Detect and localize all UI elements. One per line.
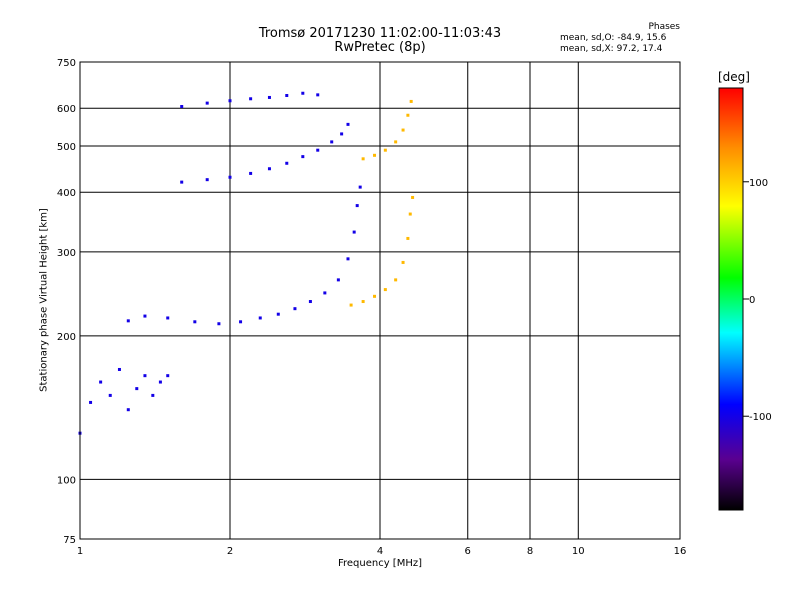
x-tick-label: 16: [674, 546, 687, 557]
y-tick-label: 500: [57, 142, 76, 153]
data-point: [166, 374, 170, 378]
x-tick-label: 4: [377, 546, 383, 557]
data-point: [346, 257, 350, 261]
data-point: [383, 148, 387, 152]
x-tick-label: 2: [227, 546, 233, 557]
phases-o-stats: mean, sd,O: -84.9, 15.6: [560, 33, 667, 43]
data-point: [89, 400, 93, 404]
data-point: [276, 312, 280, 316]
data-point: [383, 288, 387, 292]
colorbar: [718, 87, 744, 511]
data-point: [99, 380, 103, 384]
data-point: [316, 148, 320, 152]
data-point: [108, 393, 112, 397]
data-point: [361, 157, 365, 161]
y-tick-label: 300: [57, 248, 76, 259]
data-point: [409, 99, 413, 103]
data-point: [340, 132, 344, 136]
data-point: [151, 393, 155, 397]
data-point: [406, 236, 410, 240]
data-point: [352, 230, 356, 234]
data-point: [193, 320, 197, 324]
data-point: [293, 307, 297, 311]
data-point: [126, 408, 130, 412]
colorbar-tick-label: 0: [749, 295, 755, 306]
y-tick-label: 400: [57, 188, 76, 199]
x-tick-label: 10: [572, 546, 585, 557]
data-point: [285, 161, 289, 165]
data-point: [143, 314, 147, 318]
data-point: [358, 185, 362, 189]
y-tick-label: 200: [57, 332, 76, 343]
data-point: [330, 140, 334, 144]
data-point: [166, 316, 170, 320]
data-point: [228, 175, 232, 179]
data-point: [336, 278, 340, 282]
x-tick-label: 6: [465, 546, 471, 557]
data-point: [316, 93, 320, 97]
data-point: [267, 95, 271, 99]
y-tick-label: 600: [57, 104, 76, 115]
data-point: [158, 380, 162, 384]
y-tick-label: 750: [57, 58, 76, 69]
data-point: [228, 99, 232, 103]
data-point: [143, 374, 147, 378]
colorbar-tick-label: 100: [749, 178, 768, 189]
data-point: [308, 300, 312, 304]
phases-x-stats: mean, sd,X: 97.2, 17.4: [560, 44, 663, 54]
data-point: [117, 367, 121, 371]
data-point: [217, 322, 221, 326]
data-point: [180, 105, 184, 109]
data-point: [301, 155, 305, 159]
data-point: [406, 113, 410, 117]
data-point: [205, 178, 209, 182]
data-point: [349, 303, 353, 307]
x-axis-ticks: 1 2 4 6 8 10 16: [77, 546, 687, 557]
x-axis-label: Frequency [MHz]: [337, 558, 423, 569]
data-point: [361, 300, 365, 304]
data-point: [401, 260, 405, 264]
data-point: [323, 291, 327, 295]
x-tick-label: 8: [527, 546, 533, 557]
data-point: [373, 294, 377, 298]
x-tick-label: 1: [77, 546, 83, 557]
data-point: [126, 319, 130, 323]
colorbar-ticks: 100 0 -100: [743, 178, 772, 423]
data-point: [411, 195, 415, 199]
data-point: [394, 278, 398, 282]
colorbar-unit-label: [deg]: [718, 70, 750, 84]
data-point: [249, 171, 253, 175]
colorbar-tick-label: -100: [749, 412, 772, 423]
data-point: [373, 153, 377, 157]
data-point: [408, 212, 412, 216]
data-point: [267, 167, 271, 171]
data-point: [205, 101, 209, 105]
data-point: [401, 128, 405, 132]
y-tick-label: 75: [63, 535, 76, 546]
chart-title: Tromsø 20171230 11:02:00-11:03:43: [258, 26, 502, 41]
data-point: [135, 387, 139, 391]
plot-frame: [79, 61, 681, 540]
y-axis-ticks: 75 100 200 300 400 500 600 750: [57, 58, 76, 546]
data-point: [258, 316, 262, 320]
data-point: [346, 122, 350, 126]
data-point: [180, 180, 184, 184]
data-points: [78, 91, 415, 435]
data-point: [249, 97, 253, 101]
chart-subtitle: RwPretec (8p): [334, 40, 426, 55]
data-point: [239, 320, 243, 324]
y-tick-label: 100: [57, 475, 76, 486]
data-point: [394, 140, 398, 144]
grid-lines: [80, 62, 680, 539]
data-point: [301, 91, 305, 95]
phases-heading: Phases: [648, 22, 680, 32]
data-point: [285, 94, 289, 98]
data-point: [355, 204, 359, 208]
